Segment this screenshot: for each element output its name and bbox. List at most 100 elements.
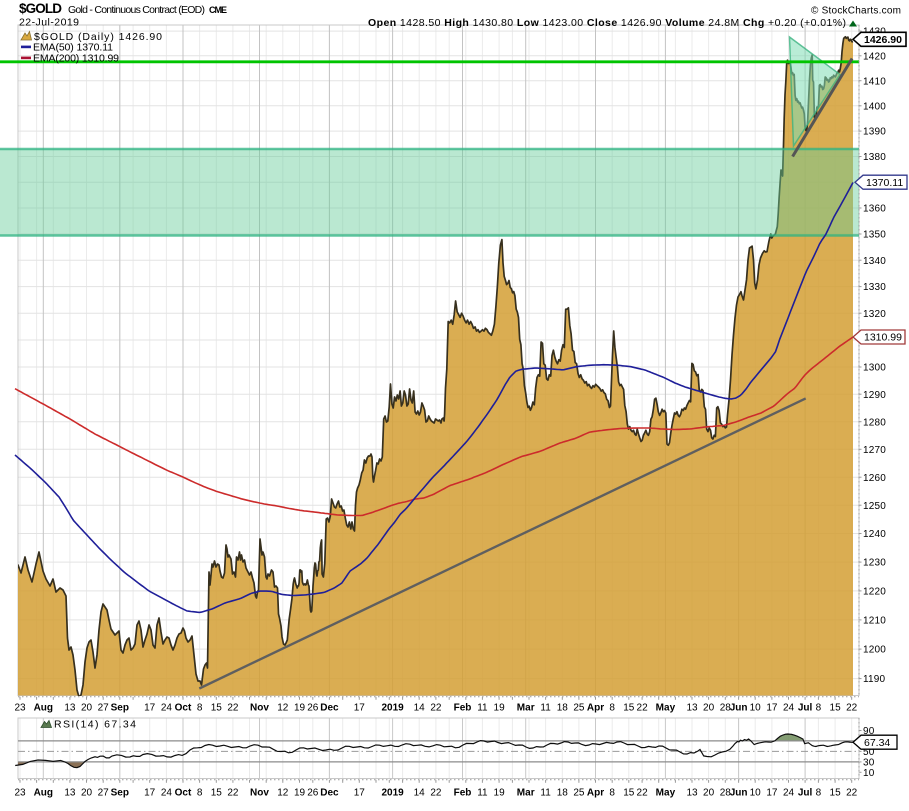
svg-text:© StockCharts.com: © StockCharts.com	[811, 6, 901, 17]
svg-text:20: 20	[703, 703, 715, 714]
svg-text:17: 17	[354, 703, 366, 714]
svg-text:EMA(50) 1370.11: EMA(50) 1370.11	[33, 42, 113, 54]
svg-text:1410: 1410	[863, 76, 886, 87]
svg-text:1210: 1210	[863, 616, 886, 627]
svg-text:11: 11	[477, 788, 488, 799]
svg-text:30: 30	[863, 758, 875, 769]
svg-text:24: 24	[161, 703, 173, 714]
svg-text:24: 24	[161, 788, 173, 799]
svg-text:20: 20	[703, 788, 715, 799]
svg-text:12: 12	[277, 703, 289, 714]
svg-text:14: 14	[414, 788, 426, 799]
svg-text:22: 22	[430, 703, 442, 714]
svg-text:Feb: Feb	[454, 788, 472, 799]
svg-text:17: 17	[144, 703, 156, 714]
svg-text:24: 24	[783, 703, 795, 714]
svg-text:15: 15	[623, 788, 635, 799]
svg-text:1420: 1420	[863, 51, 886, 62]
svg-text:17: 17	[354, 788, 366, 799]
svg-text:14: 14	[414, 703, 426, 714]
svg-text:13: 13	[64, 703, 76, 714]
svg-text:Sep: Sep	[111, 788, 129, 799]
svg-text:Nov: Nov	[250, 788, 269, 799]
svg-text:Oct: Oct	[175, 788, 192, 799]
svg-text:10: 10	[750, 703, 762, 714]
svg-text:Dec: Dec	[320, 788, 339, 799]
svg-text:1370.11: 1370.11	[866, 177, 903, 189]
svg-text:1290: 1290	[863, 390, 886, 401]
svg-text:Jul: Jul	[798, 788, 813, 799]
svg-text:24: 24	[783, 788, 795, 799]
svg-text:8: 8	[816, 788, 822, 799]
svg-text:28: 28	[720, 788, 732, 799]
svg-text:8: 8	[197, 788, 203, 799]
svg-text:12: 12	[277, 788, 289, 799]
svg-text:8: 8	[609, 788, 615, 799]
svg-text:67.34: 67.34	[864, 737, 890, 749]
svg-text:1360: 1360	[863, 204, 886, 215]
svg-text:19: 19	[294, 703, 306, 714]
svg-text:1280: 1280	[863, 417, 886, 428]
svg-text:1310.99: 1310.99	[864, 332, 902, 344]
svg-text:1250: 1250	[863, 501, 886, 512]
svg-text:Gold - Continuous Contract (EO: Gold - Continuous Contract (EOD)	[68, 4, 205, 16]
svg-text:23: 23	[14, 703, 26, 714]
svg-text:19: 19	[294, 788, 306, 799]
svg-text:1270: 1270	[863, 445, 886, 456]
svg-text:22-Jul-2019: 22-Jul-2019	[19, 17, 79, 29]
svg-text:Apr: Apr	[587, 703, 604, 714]
svg-text:1220: 1220	[863, 587, 886, 598]
svg-text:11: 11	[540, 703, 551, 714]
svg-text:25: 25	[573, 703, 585, 714]
svg-text:15: 15	[623, 703, 635, 714]
svg-text:90: 90	[863, 726, 875, 737]
svg-text:1300: 1300	[863, 363, 886, 374]
svg-text:Apr: Apr	[587, 788, 604, 799]
svg-text:Feb: Feb	[454, 703, 472, 714]
svg-text:10: 10	[863, 768, 875, 779]
svg-text:10: 10	[750, 788, 762, 799]
svg-text:1320: 1320	[863, 309, 886, 320]
svg-text:CME: CME	[209, 5, 227, 15]
svg-text:1400: 1400	[863, 101, 886, 112]
svg-text:1350: 1350	[863, 230, 886, 241]
svg-text:Mar: Mar	[517, 788, 535, 799]
svg-text:RSI(14) 67.34: RSI(14) 67.34	[54, 719, 136, 731]
svg-text:18: 18	[557, 703, 569, 714]
svg-text:22: 22	[846, 788, 858, 799]
svg-text:19: 19	[494, 703, 506, 714]
svg-text:26: 26	[307, 788, 319, 799]
svg-text:22: 22	[637, 788, 649, 799]
svg-text:22: 22	[227, 788, 239, 799]
svg-text:17: 17	[144, 788, 156, 799]
svg-text:1260: 1260	[863, 473, 886, 484]
svg-text:Nov: Nov	[250, 703, 269, 714]
svg-text:15: 15	[211, 788, 223, 799]
svg-text:22: 22	[430, 788, 442, 799]
svg-text:22: 22	[227, 703, 239, 714]
svg-text:$GOLD: $GOLD	[19, 1, 62, 16]
svg-text:22: 22	[846, 703, 858, 714]
svg-text:13: 13	[64, 788, 76, 799]
svg-text:Jul: Jul	[798, 703, 813, 714]
svg-text:1230: 1230	[863, 558, 886, 569]
svg-text:20: 20	[81, 703, 93, 714]
svg-text:Jun: Jun	[730, 788, 748, 799]
svg-text:22: 22	[637, 703, 649, 714]
svg-text:EMA(200) 1310.99: EMA(200) 1310.99	[33, 53, 119, 65]
svg-text:Dec: Dec	[320, 703, 339, 714]
svg-text:1190: 1190	[863, 674, 886, 685]
svg-text:15: 15	[211, 703, 223, 714]
svg-text:15: 15	[830, 703, 842, 714]
svg-text:Aug: Aug	[34, 788, 53, 799]
svg-text:13: 13	[686, 703, 698, 714]
svg-text:17: 17	[766, 788, 778, 799]
svg-text:$GOLD (Daily) 1426.90: $GOLD (Daily) 1426.90	[34, 31, 162, 43]
svg-text:20: 20	[81, 788, 93, 799]
svg-text:50: 50	[863, 747, 875, 758]
svg-text:1380: 1380	[863, 152, 886, 163]
svg-text:18: 18	[557, 788, 569, 799]
svg-text:11: 11	[477, 703, 488, 714]
svg-text:28: 28	[720, 703, 732, 714]
svg-text:1390: 1390	[863, 127, 886, 138]
